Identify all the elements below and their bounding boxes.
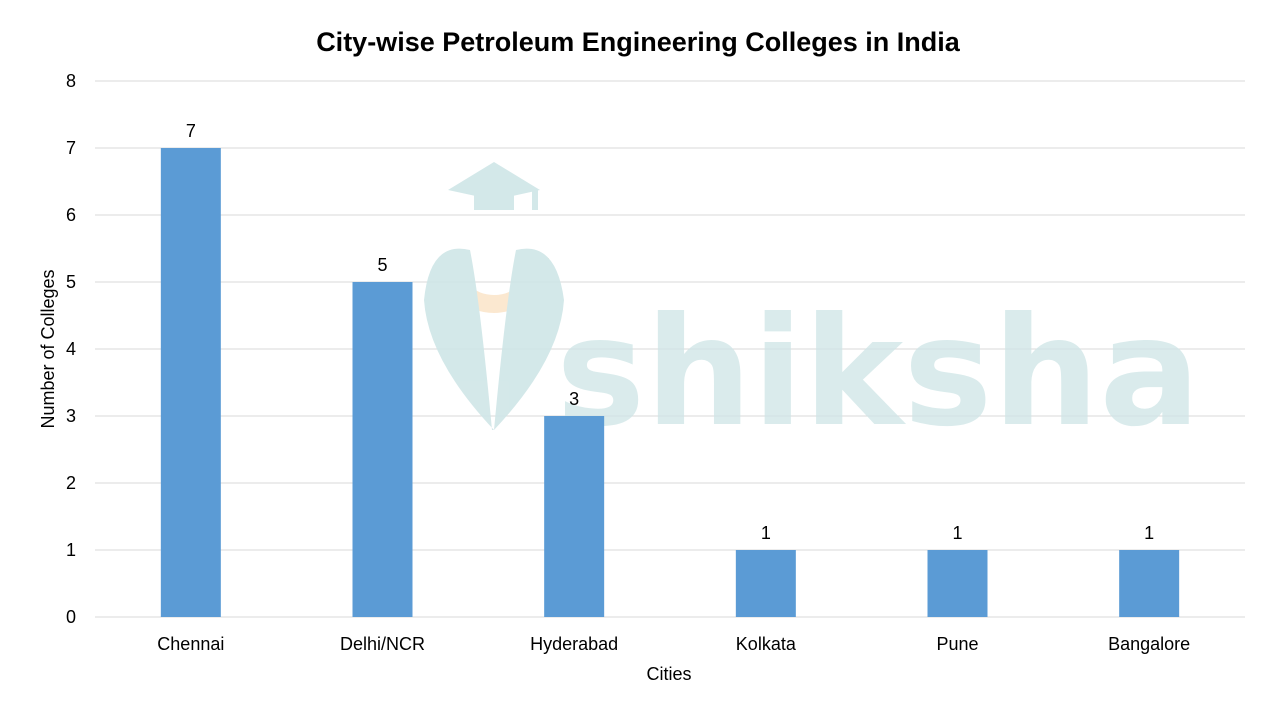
chart-title: City-wise Petroleum Engineering Colleges… (316, 27, 961, 57)
bar-pune (927, 550, 988, 617)
x-tick-label: Pune (936, 634, 978, 654)
data-label: 1 (1144, 523, 1154, 543)
y-tick-label: 5 (66, 272, 76, 292)
bar-bangalore (1119, 550, 1180, 617)
x-tick-label: Kolkata (736, 634, 797, 654)
y-tick-label: 6 (66, 205, 76, 225)
data-labels: 7 5 3 1 1 1 (186, 121, 1154, 543)
watermark-text: shiksha (556, 286, 1201, 460)
y-tick-label: 2 (66, 473, 76, 493)
data-label: 3 (569, 389, 579, 409)
data-label: 1 (952, 523, 962, 543)
x-axis-ticks: Chennai Delhi/NCR Hyderabad Kolkata Pune Bang… (157, 634, 1190, 654)
data-label: 7 (186, 121, 196, 141)
y-tick-label: 3 (66, 406, 76, 426)
y-axis-ticks: 0 1 2 3 4 5 6 7 8 (66, 71, 76, 627)
bar-kolkata (735, 550, 796, 617)
data-label: 1 (761, 523, 771, 543)
bar-chennai (160, 148, 221, 617)
watermark-logo: shiksha (424, 162, 1201, 460)
x-tick-label: Chennai (157, 634, 224, 654)
y-axis-title: Number of Colleges (38, 269, 58, 428)
x-tick-label: Bangalore (1108, 634, 1190, 654)
gridlines (95, 80, 1245, 618)
graduation-cap-logo-icon (424, 162, 564, 430)
x-tick-label: Delhi/NCR (340, 634, 425, 654)
y-tick-label: 0 (66, 607, 76, 627)
bar-hyderabad (544, 416, 605, 617)
y-tick-label: 1 (66, 540, 76, 560)
bar-delhi-ncr (352, 282, 413, 617)
x-tick-label: Hyderabad (530, 634, 618, 654)
bars (160, 148, 1180, 617)
y-tick-label: 8 (66, 71, 76, 91)
y-tick-label: 4 (66, 339, 76, 359)
y-tick-label: 7 (66, 138, 76, 158)
data-label: 5 (377, 255, 387, 275)
x-axis-title: Cities (646, 664, 691, 684)
